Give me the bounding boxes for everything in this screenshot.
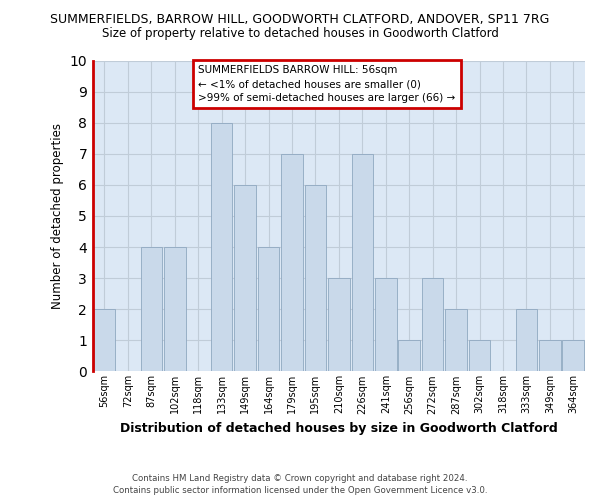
Bar [375, 278, 397, 372]
Bar [562, 340, 584, 372]
Bar [140, 247, 162, 372]
Bar [469, 340, 490, 372]
Bar [235, 185, 256, 372]
Bar [398, 340, 420, 372]
Bar [94, 309, 115, 372]
Y-axis label: Number of detached properties: Number of detached properties [51, 123, 64, 309]
Text: Size of property relative to detached houses in Goodworth Clatford: Size of property relative to detached ho… [101, 28, 499, 40]
Bar [211, 122, 232, 372]
Text: SUMMERFIELDS, BARROW HILL, GOODWORTH CLATFORD, ANDOVER, SP11 7RG: SUMMERFIELDS, BARROW HILL, GOODWORTH CLA… [50, 12, 550, 26]
Bar [164, 247, 185, 372]
Bar [539, 340, 560, 372]
Bar [352, 154, 373, 372]
Bar [422, 278, 443, 372]
Bar [258, 247, 280, 372]
Bar [281, 154, 303, 372]
X-axis label: Distribution of detached houses by size in Goodworth Clatford: Distribution of detached houses by size … [120, 422, 558, 435]
Bar [515, 309, 537, 372]
Bar [328, 278, 350, 372]
Bar [305, 185, 326, 372]
Text: Contains HM Land Registry data © Crown copyright and database right 2024.
Contai: Contains HM Land Registry data © Crown c… [113, 474, 487, 495]
Bar [445, 309, 467, 372]
Text: SUMMERFIELDS BARROW HILL: 56sqm
← <1% of detached houses are smaller (0)
>99% of: SUMMERFIELDS BARROW HILL: 56sqm ← <1% of… [198, 65, 455, 103]
